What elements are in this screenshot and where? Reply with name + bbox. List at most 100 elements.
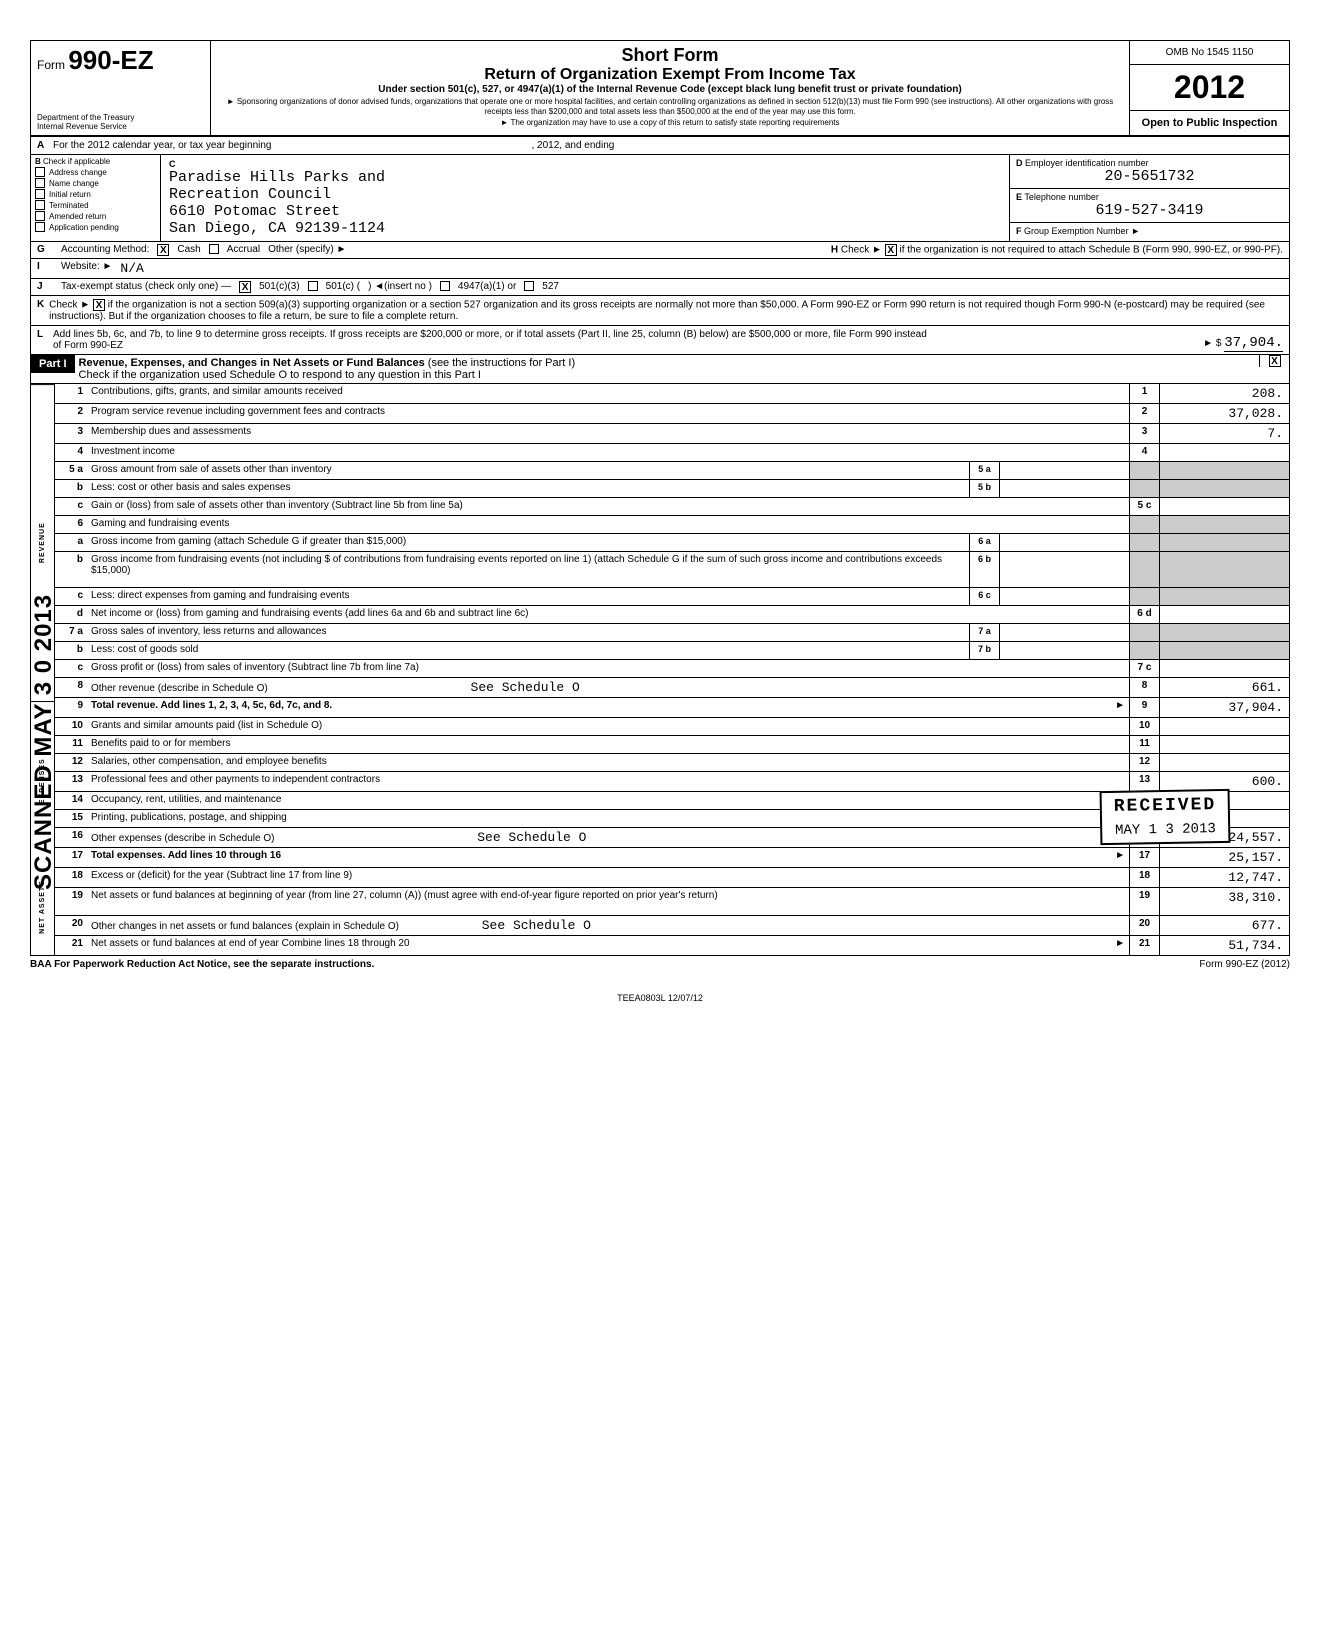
line-13: 13 Professional fees and other payments … bbox=[55, 772, 1289, 792]
line-7a: 7 a Gross sales of inventory, less retur… bbox=[55, 624, 1289, 642]
label-i: I bbox=[37, 261, 53, 276]
part1-label: Part I bbox=[31, 355, 75, 373]
line-8: 8 Other revenue (describe in Schedule O)… bbox=[55, 678, 1289, 698]
d-title: Employer identification number bbox=[1025, 158, 1149, 168]
footer: BAA For Paperwork Reduction Act Notice, … bbox=[30, 956, 1290, 973]
line-21: 21 Net assets or fund balances at end of… bbox=[55, 936, 1289, 955]
label-e: E bbox=[1016, 192, 1022, 202]
j-text: Tax-exempt status (check only one) — bbox=[61, 281, 231, 293]
stamp-scanned: SCANNED MAY 3 0 2013 bbox=[30, 594, 58, 890]
website-value: N/A bbox=[120, 261, 143, 276]
j-opt4: 527 bbox=[542, 281, 559, 293]
org-addr-1: 6610 Potomac Street bbox=[169, 203, 1001, 220]
label-b: B bbox=[35, 157, 41, 166]
line-7b: b Less: cost of goods sold 7 b bbox=[55, 642, 1289, 660]
line-3: 3 Membership dues and assessments 3 7. bbox=[55, 424, 1289, 444]
col-b: B Check if applicable Address change Nam… bbox=[31, 155, 161, 241]
stamp-received: RECEIVED MAY 1 3 2013 bbox=[1099, 789, 1230, 845]
cb-501c[interactable] bbox=[308, 281, 318, 291]
footer-form-ref: Form 990-EZ (2012) bbox=[1199, 959, 1290, 970]
f-title: Group Exemption Number bbox=[1024, 226, 1129, 236]
label-g: G bbox=[37, 244, 53, 256]
open-public: Open to Public Inspection bbox=[1130, 111, 1289, 135]
org-name-1: Paradise Hills Parks and bbox=[169, 169, 1001, 186]
cb-cash[interactable]: X bbox=[157, 244, 169, 256]
cb-527[interactable] bbox=[524, 281, 534, 291]
cb-initial-return[interactable]: Initial return bbox=[35, 189, 156, 199]
tax-year: 2012 bbox=[1130, 65, 1289, 111]
label-d: D bbox=[1016, 158, 1023, 168]
form-number: Form 990-EZ bbox=[37, 45, 204, 76]
omb-number: OMB No 1545 1150 bbox=[1130, 41, 1289, 65]
cb-accrual[interactable] bbox=[209, 244, 219, 254]
line-20: 20 Other changes in net assets or fund b… bbox=[55, 916, 1289, 936]
line-a-mid: , 2012, and ending bbox=[531, 140, 614, 151]
table-body: 1 Contributions, gifts, grants, and simi… bbox=[55, 384, 1289, 955]
part1-table: REVENUE EXPENSES NET ASSETS 1 Contributi… bbox=[30, 384, 1290, 956]
org-addr-2: San Diego, CA 92139-1124 bbox=[169, 220, 1001, 237]
dept-block: Department of the Treasury Internal Reve… bbox=[37, 113, 204, 131]
row-j: J Tax-exempt status (check only one) — X… bbox=[30, 279, 1290, 296]
l-text: Add lines 5b, 6c, and 7b, to line 9 to d… bbox=[53, 329, 933, 351]
cell-f: F Group Exemption Number ► bbox=[1010, 223, 1289, 239]
cb-amended[interactable]: Amended return bbox=[35, 211, 156, 221]
label-f: F bbox=[1016, 226, 1022, 236]
h-text2: if the organization is not required to a… bbox=[899, 245, 1283, 256]
subtitle: Under section 501(c), 527, or 4947(a)(1)… bbox=[221, 84, 1119, 95]
g-cash: Cash bbox=[177, 244, 200, 256]
part1-check-note: Check if the organization used Schedule … bbox=[79, 369, 481, 381]
form-990ez-page: Form 990-EZ Department of the Treasury I… bbox=[30, 40, 1290, 1003]
label-j: J bbox=[37, 281, 53, 293]
line-5c: c Gain or (loss) from sale of assets oth… bbox=[55, 498, 1289, 516]
received-label: RECEIVED bbox=[1113, 795, 1216, 817]
cb-h[interactable]: X bbox=[885, 244, 897, 256]
line-19: 19 Net assets or fund balances at beginn… bbox=[55, 888, 1289, 916]
cb-app-pending[interactable]: Application pending bbox=[35, 222, 156, 232]
line-6: 6 Gaming and fundraising events bbox=[55, 516, 1289, 534]
row-i: I Website: ► N/A bbox=[30, 259, 1290, 279]
label-k: K bbox=[37, 299, 49, 322]
form-number-value: 990-EZ bbox=[68, 45, 153, 75]
line-7c: c Gross profit or (loss) from sales of i… bbox=[55, 660, 1289, 678]
phone-value: 619-527-3419 bbox=[1016, 202, 1283, 219]
label-a: A bbox=[37, 140, 53, 151]
label-c: C bbox=[169, 159, 176, 169]
line-6c: c Less: direct expenses from gaming and … bbox=[55, 588, 1289, 606]
cb-4947[interactable] bbox=[440, 281, 450, 291]
part1-title-block: Revenue, Expenses, and Changes in Net As… bbox=[75, 355, 1259, 383]
header-left: Form 990-EZ Department of the Treasury I… bbox=[31, 41, 211, 135]
cb-address-change[interactable]: Address change bbox=[35, 167, 156, 177]
cb-501c3[interactable]: X bbox=[239, 281, 251, 293]
f-arrow: ► bbox=[1131, 226, 1140, 236]
received-date: MAY 1 3 2013 bbox=[1114, 821, 1217, 839]
j-opt3: 4947(a)(1) or bbox=[458, 281, 516, 293]
g-accrual: Accrual bbox=[227, 244, 260, 256]
line-10: 10 Grants and similar amounts paid (list… bbox=[55, 718, 1289, 736]
cb-k[interactable]: X bbox=[93, 299, 105, 311]
j-opt2: 501(c) ( bbox=[326, 281, 360, 293]
line-5b: b Less: cost or other basis and sales ex… bbox=[55, 480, 1289, 498]
g-other: Other (specify) ► bbox=[268, 244, 346, 256]
line-2: 2 Program service revenue including gove… bbox=[55, 404, 1289, 424]
form-header: Form 990-EZ Department of the Treasury I… bbox=[30, 40, 1290, 137]
cb-name-change[interactable]: Name change bbox=[35, 178, 156, 188]
form-prefix: Form bbox=[37, 58, 65, 72]
line-a: A For the 2012 calendar year, or tax yea… bbox=[30, 137, 1290, 155]
gross-receipts: 37,904. bbox=[1224, 335, 1283, 352]
title-return: Return of Organization Exempt From Incom… bbox=[221, 66, 1119, 84]
see-schedule-o-20: See Schedule O bbox=[482, 918, 591, 933]
line-6b: b Gross income from fundraising events (… bbox=[55, 552, 1289, 588]
line-1: 1 Contributions, gifts, grants, and simi… bbox=[55, 384, 1289, 404]
cb-terminated[interactable]: Terminated bbox=[35, 200, 156, 210]
header-center: Short Form Return of Organization Exempt… bbox=[211, 41, 1129, 135]
row-g: G Accounting Method: XCash Accrual Other… bbox=[30, 242, 1290, 259]
header-right: OMB No 1545 1150 2012 Open to Public Ins… bbox=[1129, 41, 1289, 135]
j-opt1: 501(c)(3) bbox=[259, 281, 300, 293]
header-note1: ► Sponsoring organizations of donor advi… bbox=[221, 97, 1119, 116]
cb-schedule-o[interactable]: X bbox=[1269, 355, 1281, 367]
b-header: Check if applicable bbox=[43, 157, 110, 166]
line-4: 4 Investment income 4 bbox=[55, 444, 1289, 462]
line-18: 18 Excess or (deficit) for the year (Sub… bbox=[55, 868, 1289, 888]
h-text: Check ► bbox=[841, 245, 882, 256]
row-l: L Add lines 5b, 6c, and 7b, to line 9 to… bbox=[30, 326, 1290, 355]
